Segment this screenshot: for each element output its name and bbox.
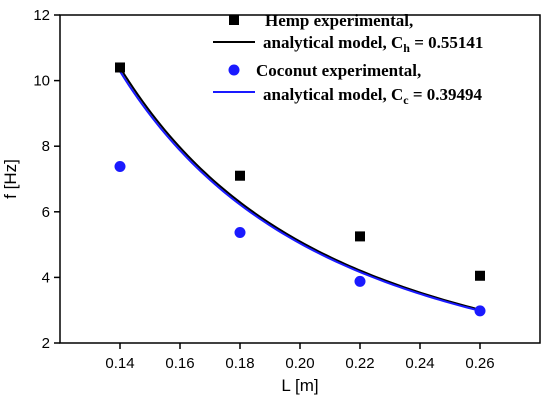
legend-swatch-hemp-experimental	[229, 15, 239, 25]
legend-label-coconut-model-text: analytical model, C	[263, 85, 403, 104]
x-tick-label-1: 0.16	[165, 355, 194, 372]
x-tick-label-3: 0.20	[285, 355, 314, 372]
y-axis-title: f [Hz]	[1, 159, 20, 199]
series-line-1	[119, 67, 481, 311]
legend-label-hemp-model: analytical model, Ch = 0.55141	[263, 33, 483, 55]
legend-label-hemp-experimental: Hemp experimental,	[265, 11, 413, 30]
point-hemp-2	[355, 231, 365, 242]
x-axis-title: L [m]	[281, 376, 318, 395]
point-hemp-0	[115, 62, 125, 73]
legend-swatch-coconut-experimental	[228, 64, 240, 76]
legend-label-hemp-model-subscript: h	[403, 41, 410, 55]
legend-label-coconut-experimental: Coconut experimental,	[256, 61, 421, 80]
legend-label-coconut-model-value: = 0.39494	[409, 85, 483, 104]
x-tick-label-4: 0.22	[345, 355, 374, 372]
y-tick-label-3: 8	[42, 138, 50, 155]
legend: Hemp experimental, analytical model, Ch …	[213, 11, 483, 107]
y-tick-label-2: 6	[42, 204, 50, 221]
y-tick-label-4: 10	[33, 73, 50, 90]
plot-area	[59, 14, 541, 344]
point-coconut-3	[474, 305, 486, 317]
point-coconut-0	[114, 161, 126, 173]
points-layer	[114, 62, 486, 317]
x-ticks: 0.14 0.16 0.18 0.20 0.22 0.24 0.26	[105, 343, 495, 372]
point-hemp-1	[235, 170, 245, 181]
x-tick-label-0: 0.14	[105, 355, 134, 372]
x-tick-label-6: 0.26	[465, 355, 494, 372]
point-coconut-2	[354, 275, 366, 287]
legend-label-coconut-model: analytical model, Cc = 0.39494	[263, 85, 483, 107]
point-coconut-1	[234, 226, 246, 238]
y-tick-label-0: 2	[42, 335, 50, 352]
series-line-3	[119, 70, 481, 312]
y-ticks: 2 4 6 8 10 12	[33, 7, 60, 352]
x-tick-label-2: 0.18	[225, 355, 254, 372]
legend-label-hemp-model-text: analytical model, C	[263, 33, 403, 52]
y-tick-label-1: 4	[42, 269, 50, 286]
legend-label-hemp-model-value: = 0.55141	[410, 33, 483, 52]
curves-layer	[119, 67, 481, 312]
point-hemp-3	[475, 270, 485, 281]
legend-label-coconut-model-subscript: c	[403, 93, 409, 107]
x-tick-label-5: 0.24	[405, 355, 434, 372]
y-tick-label-5: 12	[33, 7, 50, 24]
